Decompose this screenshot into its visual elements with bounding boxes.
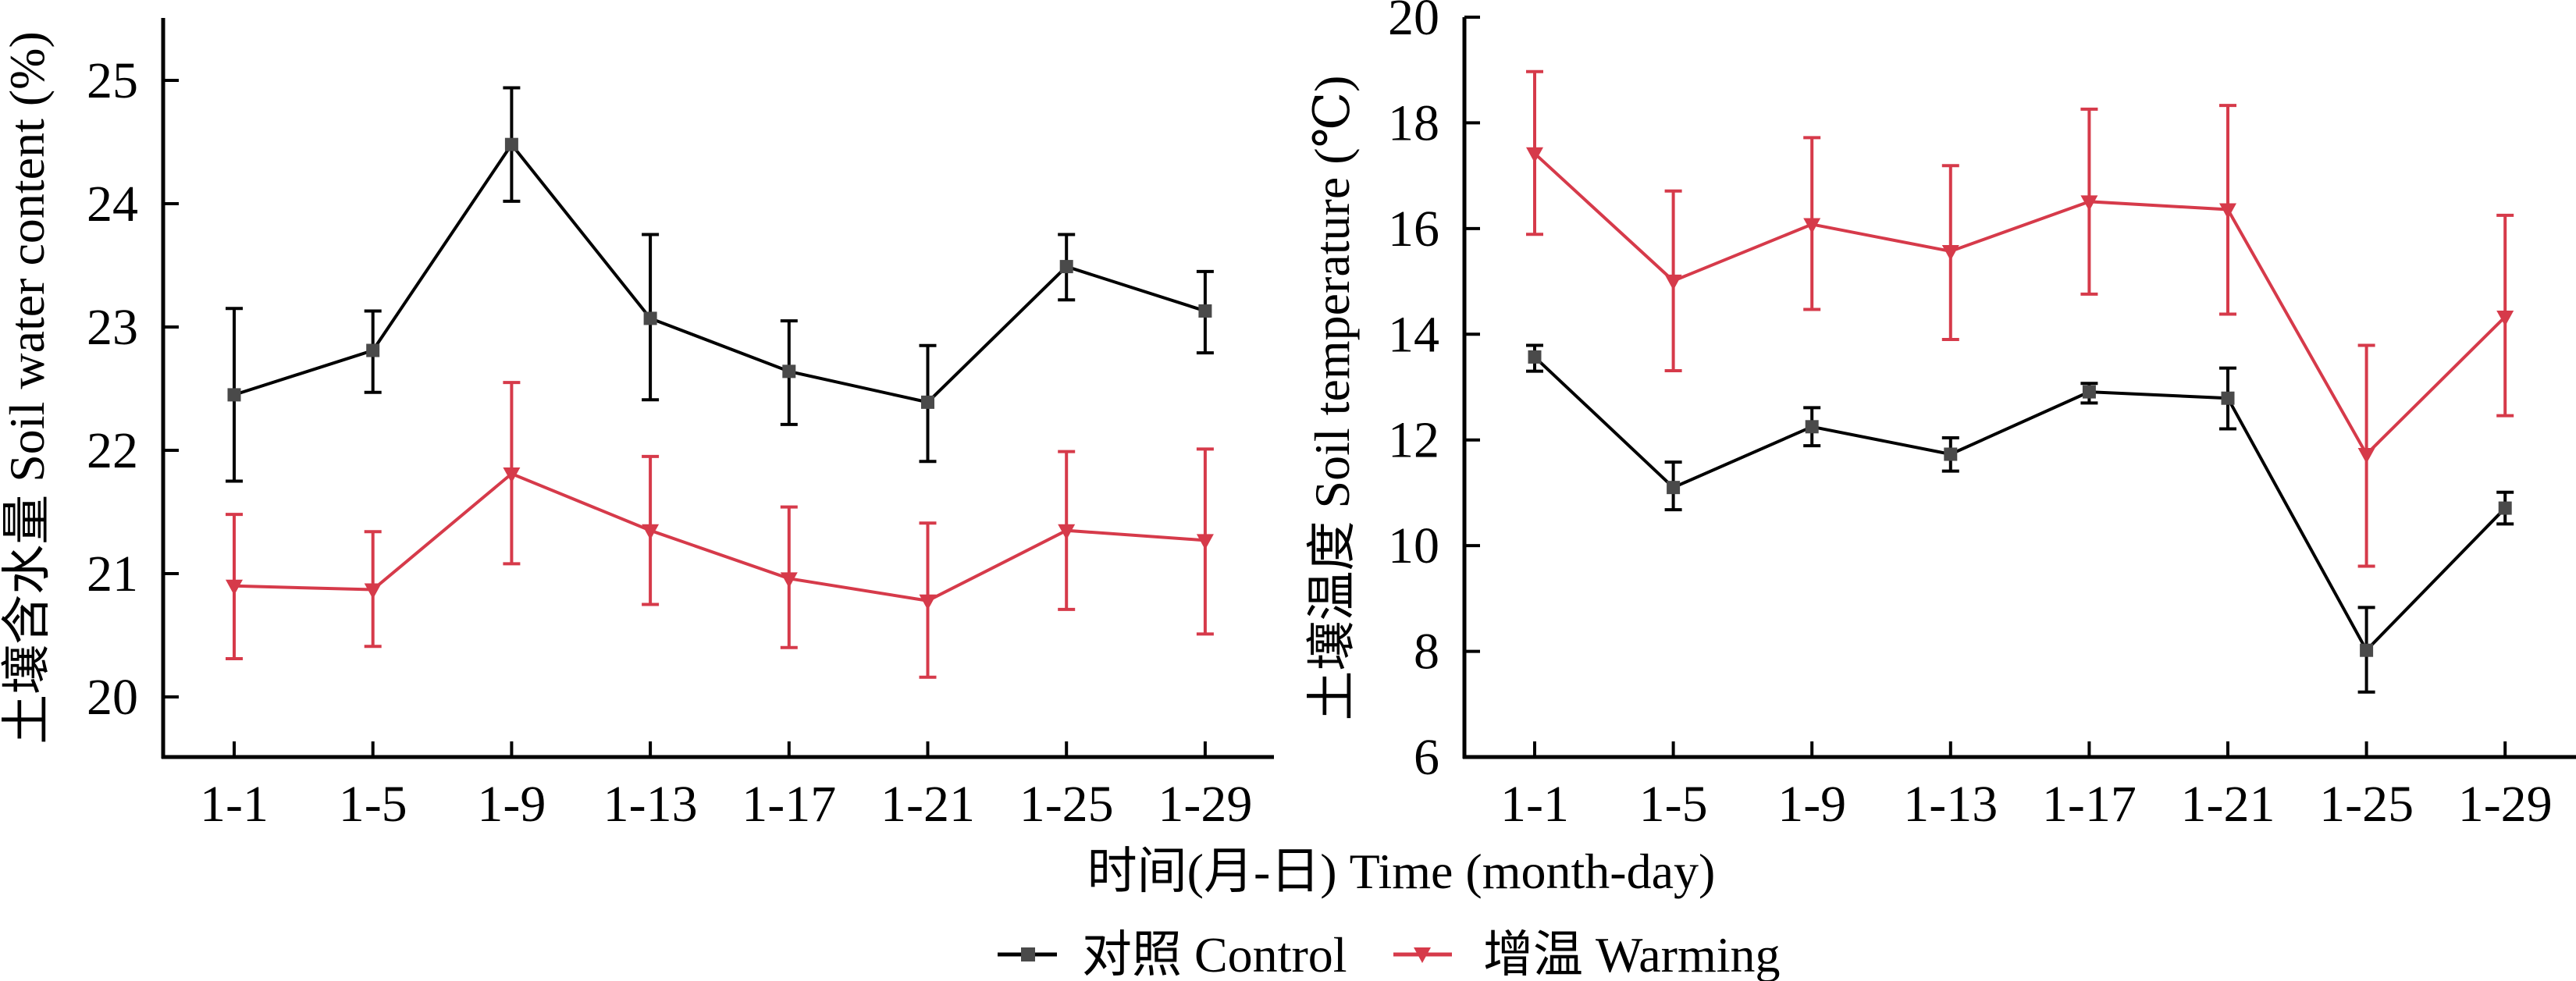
data-point-triangle (2080, 195, 2098, 211)
legend: 对照 Control 增温 Warming (998, 927, 1781, 981)
y-tick-label: 10 (1388, 517, 1439, 574)
x-tick-label: 1-5 (339, 776, 407, 833)
x-tick-label: 1-25 (2319, 776, 2414, 833)
x-tick-label: 1-17 (2042, 776, 2137, 833)
x-axis-title-time: 时间(月-日) Time (month-day) (1087, 844, 1716, 899)
x-tick-label: 1-17 (742, 776, 836, 833)
data-point-triangle (2219, 203, 2236, 219)
x-tick-label: 1-25 (1019, 776, 1114, 833)
data-point-square (2498, 501, 2512, 515)
data-point-square (1805, 420, 1819, 434)
data-point-square (643, 311, 657, 325)
x-tick-label: 1-13 (603, 776, 698, 833)
x-tick-label: 1-21 (2181, 776, 2275, 833)
y-tick-label: 16 (1388, 201, 1439, 258)
series-line (1533, 152, 2507, 457)
y-tick-label: 21 (87, 546, 138, 602)
y-axis-title-soil-water-content: 土壤含水量 Soil water content (%) (0, 31, 55, 745)
soil-temperature-chart: 6 8 10 12 14 16 18 20 1-1 1-5 1-9 1-13 1-17 1-21 1-25 1… (1388, 0, 2576, 833)
series-control (226, 86, 1214, 483)
data-point-triangle (919, 594, 937, 610)
y-tick-label: 25 (87, 52, 138, 109)
x-tick-label: 1-5 (1639, 776, 1708, 833)
legend-warming-triangle-marker-icon (1414, 947, 1431, 963)
data-point-triangle (780, 572, 798, 588)
series-warming (226, 381, 1214, 679)
y-axis-title-soil-temperature: 土壤温度 Soil temperature (℃) (1304, 76, 1360, 721)
data-point-triangle (1526, 147, 1543, 163)
y-tick-label: 24 (87, 176, 138, 233)
y-tick-label: 20 (1388, 0, 1439, 46)
legend-item-control: 对照 Control (998, 927, 1347, 981)
data-point-square (921, 395, 934, 409)
data-point-square (2082, 385, 2096, 399)
soil-water-content-chart: 20 21 22 23 24 25 1-1 1-5 1-9 1-13 1-17 1-21 1-25 1-2… (87, 18, 1274, 833)
series-line (1533, 355, 2507, 653)
data-point-triangle (2357, 447, 2375, 464)
y-tick-label: 6 (1414, 729, 1439, 786)
x-tick-label: 1-13 (1903, 776, 1998, 833)
x-tick-label: 1-29 (2458, 776, 2553, 833)
y-tick-label: 20 (87, 669, 138, 726)
x-tick-label: 1-9 (1777, 776, 1846, 833)
x-tick-label: 1-21 (881, 776, 975, 833)
data-point-triangle (1058, 524, 1076, 540)
data-point-square (1198, 304, 1212, 318)
x-tick-label: 1-1 (200, 776, 269, 833)
series-line (233, 141, 1206, 404)
x-tick-label: 1-29 (1158, 776, 1252, 833)
data-point-triangle (2496, 310, 2514, 326)
data-point-square (1667, 481, 1681, 495)
y-tick-label: 12 (1388, 412, 1439, 469)
data-point-square (2360, 643, 2374, 657)
y-tick-label: 14 (1388, 306, 1439, 363)
data-point-triangle (1941, 244, 1959, 261)
data-point-square (504, 137, 518, 151)
legend-control-label: 对照 Control (1082, 927, 1347, 981)
data-point-square (2221, 391, 2235, 405)
data-point-square (366, 343, 380, 357)
y-tick-label: 18 (1388, 94, 1439, 151)
data-point-square (1528, 350, 1542, 364)
data-point-square (1944, 447, 1958, 461)
legend-control-square-marker-icon (1021, 947, 1035, 961)
data-point-triangle (1664, 274, 1682, 290)
series-line (233, 471, 1206, 602)
data-point-square (782, 364, 796, 379)
series-warming (1526, 69, 2514, 568)
data-point-square (227, 388, 241, 402)
data-point-triangle (364, 583, 382, 599)
legend-warming-label: 增温 Warming (1483, 927, 1781, 981)
data-point-triangle (642, 524, 660, 540)
data-point-triangle (1803, 218, 1821, 234)
x-tick-label: 1-1 (1500, 776, 1569, 833)
data-point-triangle (503, 467, 521, 484)
data-point-square (1059, 260, 1073, 274)
data-point-triangle (1196, 534, 1214, 550)
y-tick-label: 23 (87, 299, 138, 356)
y-tick-label: 22 (87, 422, 138, 479)
x-tick-label: 1-9 (477, 776, 546, 833)
data-point-triangle (226, 579, 243, 595)
series-control (1526, 343, 2514, 694)
y-tick-label: 8 (1414, 624, 1439, 681)
legend-item-warming: 增温 Warming (1393, 927, 1781, 981)
